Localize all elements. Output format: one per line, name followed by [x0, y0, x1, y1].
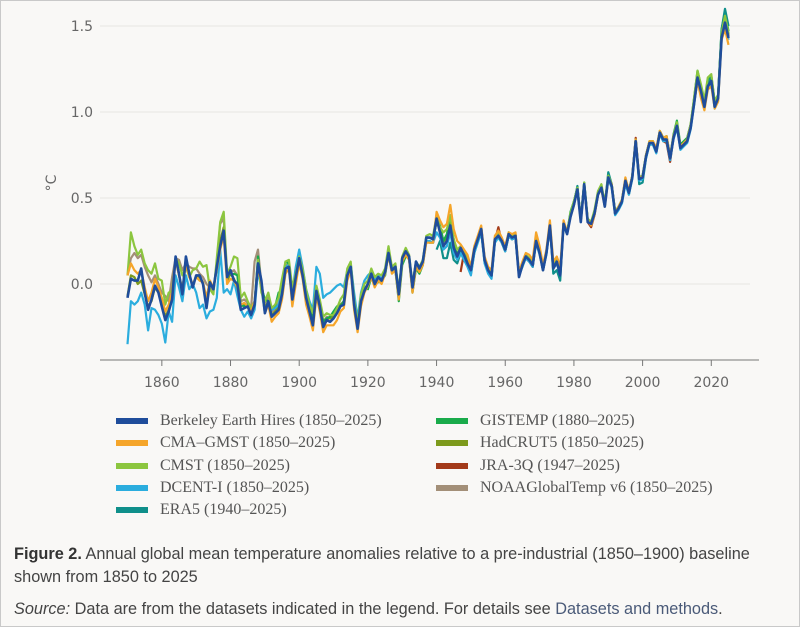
y-tick-label: 1.5: [71, 19, 93, 35]
figure-caption: Figure 2. Annual global mean temperature…: [14, 543, 794, 589]
legend-label: HadCRUT5 (1850–2025): [480, 434, 644, 452]
legend-swatch: [116, 507, 148, 514]
x-tick-label: 1900: [281, 375, 317, 391]
legend-item: NOAAGlobalTemp v6 (1850–2025): [436, 477, 713, 499]
series-lines: [126, 7, 730, 345]
source-note: Source: Data are from the datasets indic…: [14, 600, 800, 619]
y-tick-label: 0.5: [71, 191, 93, 207]
legend-label: JRA-3Q (1947–2025): [480, 456, 620, 474]
x-tick-label: 1960: [487, 375, 523, 391]
legend-swatch: [436, 462, 468, 469]
legend-swatch: [116, 418, 148, 424]
legend-item: CMA–GMST (1850–2025): [116, 432, 335, 454]
y-axis-label: °C: [44, 174, 60, 191]
legend-swatch: [436, 440, 468, 447]
x-tick-label: 1980: [556, 375, 592, 391]
legend-label: ERA5 (1940–2025): [160, 501, 287, 519]
x-tick-label: 2000: [625, 375, 661, 391]
temperature-anomaly-chart: 0.0 0.5 1.0 1.5 °C 1860 1880 1900 1920 1940 1960…: [44, 7, 759, 391]
legend-swatch: [116, 484, 148, 491]
legend-label: NOAAGlobalTemp v6 (1850–2025): [480, 478, 713, 496]
y-axis-ticks: 0.0 0.5 1.0 1.5: [71, 19, 93, 293]
legend-swatch: [436, 418, 468, 424]
legend-label: Berkeley Earth Hires (1850–2025): [160, 412, 382, 429]
legend-item: Berkeley Earth Hires (1850–2025): [116, 410, 382, 432]
legend-item: ERA5 (1940–2025): [116, 499, 287, 521]
legend-item: HadCRUT5 (1850–2025): [436, 432, 644, 454]
x-axis-ticks: 1860 1880 1900 1920 1940 1960 1980 2000 2020: [144, 360, 729, 391]
legend-item: GISTEMP (1880–2025): [436, 410, 635, 432]
datasets-and-methods-link[interactable]: Datasets and methods: [555, 600, 719, 618]
legend-label: DCENT-I (1850–2025): [160, 478, 310, 496]
legend-swatch: [116, 462, 148, 469]
source-text: Data are from the datasets indicated in …: [70, 600, 556, 618]
legend-item: DCENT-I (1850–2025): [116, 477, 309, 499]
x-tick-label: 1940: [419, 375, 455, 391]
gridlines: [100, 25, 750, 285]
legend-item: JRA-3Q (1947–2025): [436, 455, 620, 477]
legend: Berkeley Earth Hires (1850–2025) CMA–GMST…: [0, 410, 800, 530]
figure-label: Figure 2.: [14, 545, 82, 563]
x-tick-label: 1880: [213, 375, 249, 391]
legend-swatch: [116, 440, 148, 447]
y-tick-label: 0.0: [71, 277, 93, 293]
source-label: Source:: [14, 600, 71, 618]
series-line-gistemp: [230, 11, 730, 323]
caption-text: Annual global mean temperature anomalies…: [14, 545, 750, 586]
x-tick-label: 1860: [144, 375, 180, 391]
y-tick-label: 1.0: [71, 105, 93, 121]
legend-label: CMA–GMST (1850–2025): [160, 434, 336, 452]
source-end: .: [718, 600, 723, 618]
x-tick-label: 1920: [350, 375, 386, 391]
legend-swatch: [436, 484, 468, 491]
x-tick-label: 2020: [693, 375, 729, 391]
legend-item: CMST (1850–2025): [116, 455, 290, 477]
series-line-berkeley: [126, 21, 730, 331]
legend-label: CMST (1850–2025): [160, 456, 290, 474]
legend-label: GISTEMP (1880–2025): [480, 412, 635, 429]
